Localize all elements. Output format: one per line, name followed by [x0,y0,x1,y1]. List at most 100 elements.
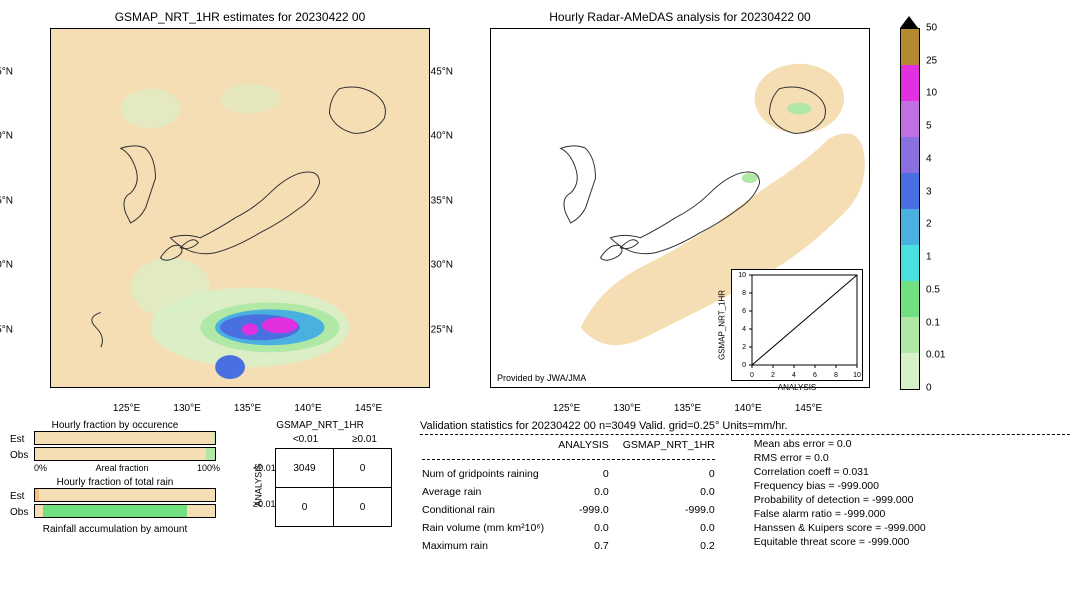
scale-mid: Areal fraction [95,463,148,473]
svg-text:6: 6 [742,308,746,315]
colorbar-label: 0.01 [926,350,945,361]
lon-tick: 130°E [173,403,200,414]
stat-metric: Frequency bias = -999.000 [754,479,926,493]
stat-name: Average rain [422,484,556,500]
lon-tick: 140°E [294,403,321,414]
lon-tick: 140°E [734,403,761,414]
lon-tick: 135°E [674,403,701,414]
obs-label: Obs [10,450,34,461]
inset-xlabel: ANALYSIS [778,383,817,392]
lat-tick: 30°N [0,260,13,271]
colorbar-segment [901,353,919,389]
ct-10: 0 [276,488,334,527]
lon-tick: 130°E [613,403,640,414]
colorbar-segment [901,29,919,65]
stat-b: 0.2 [623,538,727,554]
stat-metric: False alarm ratio = -999.000 [754,507,926,521]
colorbar-segment [901,65,919,101]
svg-text:10: 10 [853,372,861,379]
lat-tick: 35°N [0,195,13,206]
lon-tick: 145°E [795,403,822,414]
stat-metric: Equitable threat score = -999.000 [754,535,926,549]
stat-b: -999.0 [623,502,727,518]
stat-a: 0.7 [558,538,621,554]
colorbar-segment [901,209,919,245]
stat-b: 0.0 [623,484,727,500]
scatter-inset: GSMAP_NRT_1HR ANALYSIS 00224466881010 [731,269,863,381]
colorbar-segment [901,245,919,281]
stat-a: -999.0 [558,502,621,518]
ct-col1: <0.01 [277,433,334,446]
gsmap-title: GSMAP_NRT_1HR estimates for 20230422 00 [50,10,430,24]
stat-name: Conditional rain [422,502,556,518]
ct-row1-hdr: <0.01 [253,450,276,486]
accum-title: Rainfall accumulation by amount [10,524,220,535]
radar-title: Hourly Radar-AMeDAS analysis for 2023042… [490,10,870,24]
provided-label: Provided by JWA/JMA [497,373,586,383]
stats-title: Validation statistics for 20230422 00 n=… [420,420,1070,432]
colorbar-label: 0.1 [926,317,940,328]
stat-a: 0.0 [558,484,621,500]
contingency-table: GSMAP_NRT_1HR <0.01 ≥0.01 ANALYSIS <0.01… [235,420,405,556]
svg-text:0: 0 [750,372,754,379]
lat-tick: 45°N [0,66,13,77]
colorbar-label: 1 [926,252,932,263]
colorbar-label: 5 [926,121,932,132]
radar-frame: Provided by JWA/JMA GSMAP_NRT_1HR ANALYS… [490,28,870,388]
fraction-bars: Hourly fraction by occurence Est Obs 0% … [10,420,220,556]
obs-label-2: Obs [10,507,34,518]
stats-col2: GSMAP_NRT_1HR [623,439,727,453]
ct-col2: ≥0.01 [336,433,393,446]
stat-metric: Mean abs error = 0.0 [754,437,926,451]
stat-name: Rain volume (mm km²10⁶) [422,520,556,536]
validation-stats: Validation statistics for 20230422 00 n=… [420,420,1070,556]
tot-est-bar [34,488,216,502]
lat-tick: 45°N [431,66,453,77]
stat-a: 0 [558,466,621,482]
stats-col1: ANALYSIS [558,439,621,453]
stat-a: 0.0 [558,520,621,536]
stat-metric: Correlation coeff = 0.031 [754,465,926,479]
ct-11: 0 [334,488,392,527]
ct-00: 3049 [276,449,334,488]
stat-metric: Probability of detection = -999.000 [754,493,926,507]
lon-tick: 125°E [553,403,580,414]
lat-tick: 35°N [431,195,453,206]
svg-text:10: 10 [738,272,746,279]
colorbar-segment [901,137,919,173]
colorbar-label: 4 [926,153,932,164]
svg-text:4: 4 [792,372,796,379]
lon-tick: 145°E [355,403,382,414]
svg-text:4: 4 [742,326,746,333]
stat-b: 0.0 [623,520,727,536]
radar-map-panel: Hourly Radar-AMeDAS analysis for 2023042… [490,10,870,390]
colorbar-label: 0 [926,383,932,394]
scale-right: 100% [197,463,220,473]
stat-metric: RMS error = 0.0 [754,451,926,465]
totrain-title: Hourly fraction of total rain [10,477,220,488]
lon-tick: 125°E [113,403,140,414]
colorbar: 502510543210.50.10.010 [900,28,956,390]
colorbar-label: 50 [926,23,937,34]
occ-obs-bar [34,447,216,461]
svg-text:0: 0 [742,362,746,369]
est-label-2: Est [10,491,34,502]
colorbar-label: 25 [926,55,937,66]
lat-tick: 40°N [0,131,13,142]
lat-tick: 25°N [0,324,13,335]
stat-name: Num of gridpoints raining [422,466,556,482]
est-label: Est [10,434,34,445]
colorbar-label: 3 [926,186,932,197]
occ-title: Hourly fraction by occurence [10,420,220,431]
svg-text:2: 2 [742,344,746,351]
colorbar-segment [901,173,919,209]
ct-title: GSMAP_NRT_1HR [235,420,405,431]
stat-name: Maximum rain [422,538,556,554]
colorbar-label: 2 [926,219,932,230]
lon-tick: 135°E [234,403,261,414]
gsmap-svg [51,29,429,387]
colorbar-label: 0.5 [926,284,940,295]
lat-tick: 40°N [431,131,453,142]
scale-left: 0% [34,463,47,473]
ct-01: 0 [334,449,392,488]
